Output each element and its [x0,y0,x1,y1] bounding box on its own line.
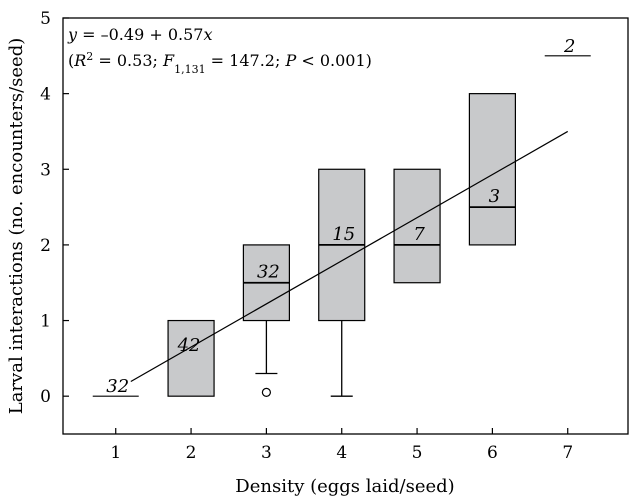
box-4: 15 [318,168,366,397]
box-body-2 [167,319,215,397]
x-tick-label-3: 3 [261,443,272,463]
box-2: 42 [167,319,215,397]
n-label-1: 32 [106,376,129,397]
plot-frame [62,17,629,435]
y-axis-title: Larval interactions (no. encounters/seed… [6,38,27,415]
box-body-6 [468,93,516,246]
regression-line [130,130,569,383]
x-tick-label-2: 2 [186,443,197,463]
y-tick-label-5: 5 [40,9,51,29]
x-tick-label-6: 6 [487,443,498,463]
n-label-7: 2 [563,36,575,57]
axis-ticks: 1 2 3 4 5 6 7 0 1 2 3 4 5 [40,9,573,463]
n-label-2: 42 [177,335,201,356]
equation-text: y = –0.49 + 0.57x [67,25,212,44]
box-7: 2 [544,36,591,57]
box-3: 32 [242,244,290,397]
x-axis-title: Density (eggs laid/seed) [235,476,454,497]
n-label-4: 15 [332,224,355,245]
x-tick-label-1: 1 [110,443,121,463]
box-5: 7 [393,168,441,284]
stats-text: (R2 = 0.53; F1,131 = 147.2; P < 0.001) [68,50,372,76]
y-tick-label-4: 4 [40,85,51,105]
y-tick-label-2: 2 [40,236,51,256]
box-6: 3 [468,93,516,246]
x-tick-label-5: 5 [412,443,423,463]
n-label-5: 7 [413,224,425,245]
y-tick-label-1: 1 [40,312,51,332]
n-label-3: 32 [257,262,280,283]
y-tick-label-3: 3 [40,160,51,180]
x-tick-label-4: 4 [336,443,347,463]
n-label-6: 3 [489,186,500,207]
y-tick-label-0: 0 [40,387,51,407]
box-1: 32 [92,376,139,397]
outlier-3-0 [261,387,271,397]
x-tick-label-7: 7 [562,443,573,463]
